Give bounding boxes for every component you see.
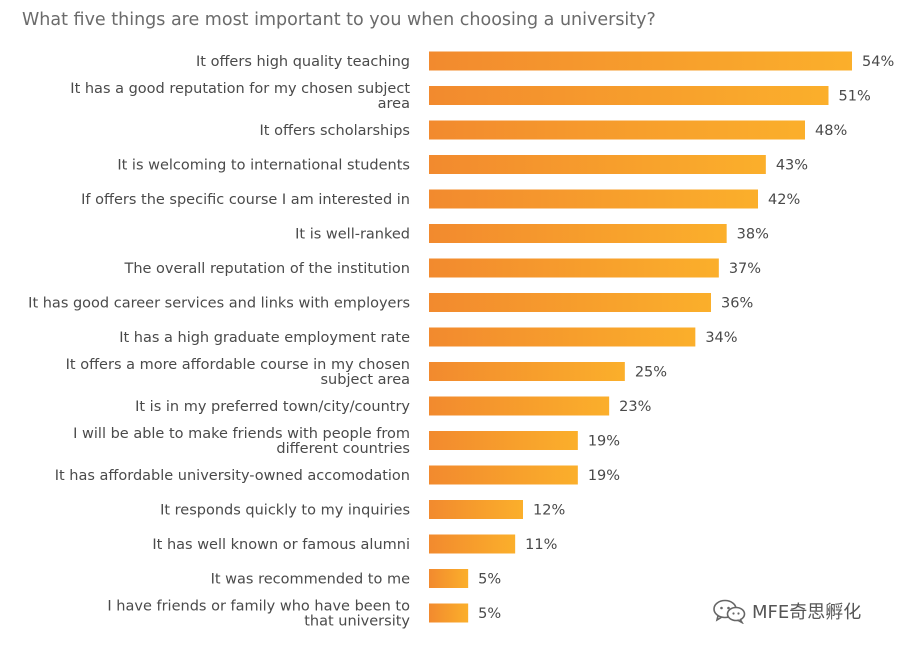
category-label-line: The overall reputation of the institutio… xyxy=(123,261,410,277)
bar xyxy=(429,603,469,623)
data-label: 36% xyxy=(721,296,753,312)
category-label: It has good career services and links wi… xyxy=(28,296,410,312)
category-label: It responds quickly to my inquiries xyxy=(160,503,410,519)
category-label-line: It has good career services and links wi… xyxy=(28,296,410,312)
category-label-line: It offers high quality teaching xyxy=(196,54,410,70)
category-label-line: It has well known or famous alumni xyxy=(152,537,410,553)
category-label-line: area xyxy=(378,96,410,112)
data-label: 34% xyxy=(705,330,737,346)
watermark-text: MFE奇思孵化 xyxy=(752,602,862,623)
category-label-line: I have friends or family who have been t… xyxy=(107,599,410,615)
category-label-line: It responds quickly to my inquiries xyxy=(160,503,410,519)
bar xyxy=(429,258,719,278)
category-label: If offers the specific course I am inter… xyxy=(81,192,410,208)
category-label: I will be able to make friends with peop… xyxy=(73,426,410,457)
bar xyxy=(429,189,758,209)
bars-group: 54% It offers high quality teaching 51% It … xyxy=(28,51,894,630)
category-label-line: If offers the specific course I am inter… xyxy=(81,192,410,208)
bar xyxy=(429,155,766,174)
data-label: 11% xyxy=(525,537,557,553)
category-label-line: It is in my preferred town/city/country xyxy=(135,399,410,415)
category-label: It is well-ranked xyxy=(295,227,410,243)
data-label: 5% xyxy=(478,572,501,588)
category-label: It offers scholarships xyxy=(260,123,410,139)
bar xyxy=(429,293,711,312)
data-label: 43% xyxy=(776,158,808,174)
data-label: 48% xyxy=(815,123,847,139)
data-label: 54% xyxy=(862,54,894,70)
category-label-line: It offers scholarships xyxy=(260,123,410,139)
bar xyxy=(429,362,625,381)
bar xyxy=(429,431,578,450)
data-label: 19% xyxy=(588,434,620,450)
bar xyxy=(429,500,523,519)
category-label-line: It was recommended to me xyxy=(211,572,410,588)
category-label-line: It offers a more affordable course in my… xyxy=(66,357,410,373)
bar xyxy=(429,465,578,485)
bar xyxy=(429,51,852,71)
data-label: 23% xyxy=(619,399,651,415)
data-label: 51% xyxy=(839,89,871,105)
category-label-line: that university xyxy=(304,614,410,630)
bar xyxy=(429,534,516,554)
data-label: 19% xyxy=(588,468,620,484)
category-label-line: different countries xyxy=(276,441,410,457)
data-label: 5% xyxy=(478,606,501,622)
category-label: The overall reputation of the institutio… xyxy=(123,261,410,277)
category-label: It was recommended to me xyxy=(211,572,410,588)
data-label: 42% xyxy=(768,192,800,208)
category-label-line: It is well-ranked xyxy=(295,227,410,243)
category-label: It is in my preferred town/city/country xyxy=(135,399,410,415)
category-label-line: It has a high graduate employment rate xyxy=(119,330,410,346)
wechat-icon xyxy=(713,599,746,624)
category-label: It has a high graduate employment rate xyxy=(119,330,410,346)
data-label: 25% xyxy=(635,365,667,381)
bar xyxy=(429,86,829,105)
category-label: It has well known or famous alumni xyxy=(152,537,410,553)
category-label: It is welcoming to international student… xyxy=(117,158,410,174)
category-label: It has a good reputation for my chosen s… xyxy=(70,81,410,112)
bar xyxy=(429,120,805,140)
bar xyxy=(429,569,469,588)
bar xyxy=(429,327,696,347)
category-label: It offers high quality teaching xyxy=(196,54,410,70)
category-label: It has affordable university-owned accom… xyxy=(55,468,410,484)
chart-title: What five things are most important to y… xyxy=(22,10,656,30)
watermark: MFE奇思孵化 xyxy=(712,598,861,624)
category-label-line: It is welcoming to international student… xyxy=(117,158,410,174)
bar xyxy=(429,396,610,416)
category-label: It offers a more affordable course in my… xyxy=(66,357,410,388)
category-label-line: It has affordable university-owned accom… xyxy=(55,468,410,484)
data-label: 12% xyxy=(533,503,565,519)
category-label-line: subject area xyxy=(321,372,411,388)
category-label: I have friends or family who have been t… xyxy=(107,599,410,630)
bar xyxy=(429,224,727,243)
data-label: 38% xyxy=(737,227,769,243)
data-label: 37% xyxy=(729,261,761,277)
category-label-line: I will be able to make friends with peop… xyxy=(73,426,410,442)
category-label-line: It has a good reputation for my chosen s… xyxy=(70,81,410,97)
